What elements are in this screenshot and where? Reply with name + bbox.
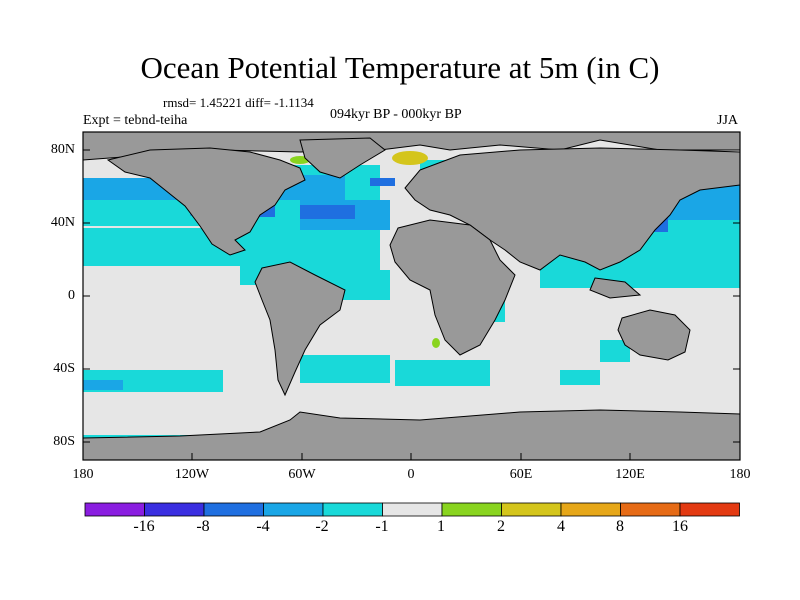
colorbar-label: 16 — [672, 518, 688, 535]
lat-label-40n: 40N — [50, 215, 75, 230]
colorbar-swatch — [679, 502, 740, 517]
south-america — [254, 261, 346, 397]
colorbar-label: -4 — [256, 518, 270, 535]
lon-label-180w: 180 — [72, 467, 94, 482]
colorbar-swatch — [620, 502, 681, 517]
eurasia — [404, 147, 740, 271]
colorbar-swatch — [84, 502, 145, 517]
africa — [389, 219, 516, 356]
greenland — [299, 137, 386, 179]
lon-label-120e: 120E — [615, 467, 645, 482]
period-subtitle: 094kyr BP - 000kyr BP — [330, 107, 462, 122]
colorbar-label: 2 — [497, 518, 505, 535]
land-masses — [83, 132, 740, 460]
colorbar-label: 8 — [616, 518, 624, 535]
experiment-label: Expt = tebnd-teiha — [83, 113, 188, 128]
chart-title: Ocean Potential Temperature at 5m (in C) — [140, 50, 660, 85]
lat-tick-marks — [83, 149, 740, 443]
colorbar-swatch — [441, 502, 502, 517]
colorbar-label: -16 — [133, 518, 155, 535]
colorbar-label: -8 — [196, 518, 210, 535]
north-america — [106, 147, 306, 256]
lon-label-120w: 120W — [174, 467, 210, 482]
colorbar-swatch — [322, 502, 383, 517]
lat-label-80n: 80N — [50, 142, 75, 157]
lon-label-180e: 180 — [729, 467, 751, 482]
lon-label-60w: 60W — [288, 467, 316, 482]
colorbar-label: 1 — [437, 518, 445, 535]
australia — [617, 309, 691, 361]
antarctica — [83, 409, 740, 460]
lat-label-0: 0 — [68, 288, 75, 303]
lon-tick-marks — [82, 453, 741, 460]
colorbar-label: 4 — [557, 518, 565, 535]
colorbar-swatch — [203, 502, 264, 517]
colorbar-label: -1 — [375, 518, 389, 535]
stats-text: rmsd= 1.45221 diff= -1.1134 — [163, 95, 314, 110]
colorbar — [84, 502, 740, 517]
colorbar-label: -2 — [315, 518, 329, 535]
lat-label-40s: 40S — [53, 361, 75, 376]
lat-label-80s: 80S — [53, 434, 75, 449]
lon-label-0: 0 — [407, 467, 415, 482]
maritime-continent — [589, 277, 642, 299]
season-label: JJA — [717, 113, 739, 128]
lon-label-60e: 60E — [509, 467, 533, 482]
colorbar-swatch — [263, 502, 324, 517]
colorbar-swatch — [144, 502, 205, 517]
colorbar-swatch — [382, 502, 443, 517]
colorbar-swatch — [501, 502, 562, 517]
colorbar-swatch — [560, 502, 621, 517]
